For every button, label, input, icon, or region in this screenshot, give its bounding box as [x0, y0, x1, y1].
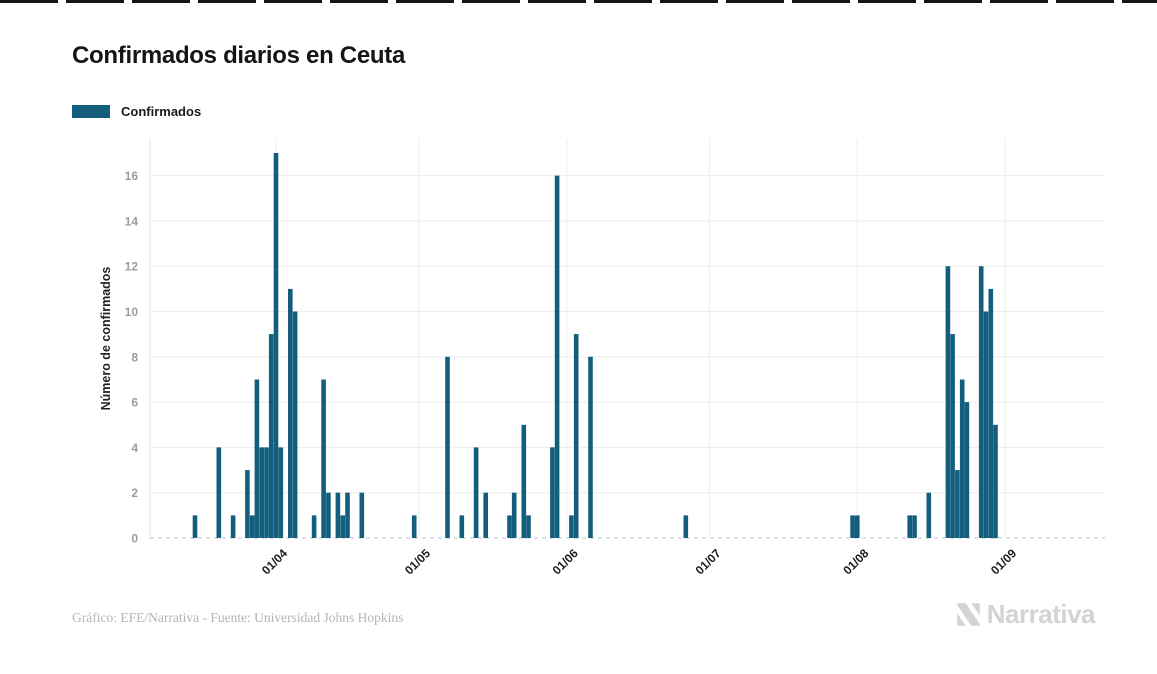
bar[interactable] — [268, 334, 274, 538]
x-tick-label: 01/08 — [840, 546, 871, 577]
bar[interactable] — [550, 447, 555, 538]
bar[interactable] — [959, 379, 965, 539]
x-tick-label: 01/07 — [693, 546, 724, 577]
bar[interactable] — [507, 515, 512, 538]
brand-logo: Narrativa — [955, 599, 1096, 630]
bar[interactable] — [278, 447, 284, 538]
bar[interactable] — [955, 470, 960, 538]
bar[interactable] — [445, 356, 450, 538]
bar[interactable] — [311, 515, 317, 538]
bar[interactable] — [340, 515, 345, 538]
bar[interactable] — [230, 515, 236, 538]
bar[interactable] — [245, 470, 250, 538]
narrativa-n-icon — [957, 603, 980, 626]
bar[interactable] — [855, 515, 860, 538]
y-tick-label: 14 — [125, 214, 139, 228]
bar[interactable] — [912, 515, 917, 538]
bar[interactable] — [483, 492, 488, 538]
bar[interactable] — [521, 424, 527, 539]
bar[interactable] — [569, 515, 574, 538]
y-tick-label: 16 — [125, 169, 139, 183]
window-top-border — [0, 0, 1157, 3]
legend: Confirmados — [72, 104, 201, 119]
legend-swatch — [72, 105, 110, 118]
bar[interactable] — [326, 492, 331, 538]
bar[interactable] — [993, 424, 998, 539]
bar[interactable] — [926, 492, 932, 538]
bar[interactable] — [850, 515, 855, 538]
bar[interactable] — [259, 447, 264, 538]
y-tick-label: 4 — [131, 441, 138, 455]
bar[interactable] — [588, 356, 593, 538]
bar[interactable] — [526, 515, 531, 538]
brand-text: Narrativa — [986, 599, 1096, 629]
y-tick-label: 0 — [131, 532, 138, 546]
bar[interactable] — [216, 447, 222, 538]
bar[interactable] — [249, 515, 255, 538]
bar[interactable] — [345, 492, 350, 538]
y-tick-label: 8 — [131, 350, 138, 364]
bar[interactable] — [192, 515, 198, 538]
bar[interactable] — [988, 288, 994, 538]
bar[interactable] — [964, 402, 970, 538]
bar[interactable] — [264, 447, 269, 538]
x-tick-label: 01/04 — [259, 546, 290, 577]
y-axis-title: Número de confirmados — [99, 267, 113, 411]
bar[interactable] — [683, 515, 689, 538]
bar[interactable] — [950, 334, 955, 538]
bar[interactable] — [292, 311, 298, 539]
x-tick-label: 01/06 — [550, 546, 581, 577]
bar[interactable] — [411, 515, 417, 538]
y-tick-label: 2 — [131, 486, 138, 500]
legend-label: Confirmados — [121, 104, 202, 119]
bar[interactable] — [335, 492, 341, 538]
y-tick-label: 6 — [131, 396, 138, 410]
bar[interactable] — [459, 515, 465, 538]
bar[interactable] — [359, 492, 365, 538]
y-tick-label: 12 — [125, 260, 139, 274]
bar[interactable] — [254, 379, 260, 539]
bar[interactable] — [945, 266, 951, 538]
bar[interactable] — [983, 311, 989, 539]
y-tick-label: 10 — [125, 305, 139, 319]
bar[interactable] — [473, 447, 479, 538]
chart-title: Confirmados diarios en Ceuta — [72, 42, 405, 69]
bar[interactable] — [573, 334, 579, 538]
x-tick-label: 01/05 — [402, 546, 433, 577]
bar[interactable] — [288, 288, 293, 538]
footer-credit: Gráfico: EFE/Narrativa - Fuente: Univers… — [72, 610, 404, 625]
bar[interactable] — [907, 515, 912, 538]
bar[interactable] — [321, 379, 326, 539]
bar[interactable] — [273, 153, 279, 538]
bar[interactable] — [511, 492, 517, 538]
x-tick-label: 01/09 — [988, 546, 1019, 577]
bar[interactable] — [978, 266, 984, 538]
bar[interactable] — [554, 175, 560, 538]
